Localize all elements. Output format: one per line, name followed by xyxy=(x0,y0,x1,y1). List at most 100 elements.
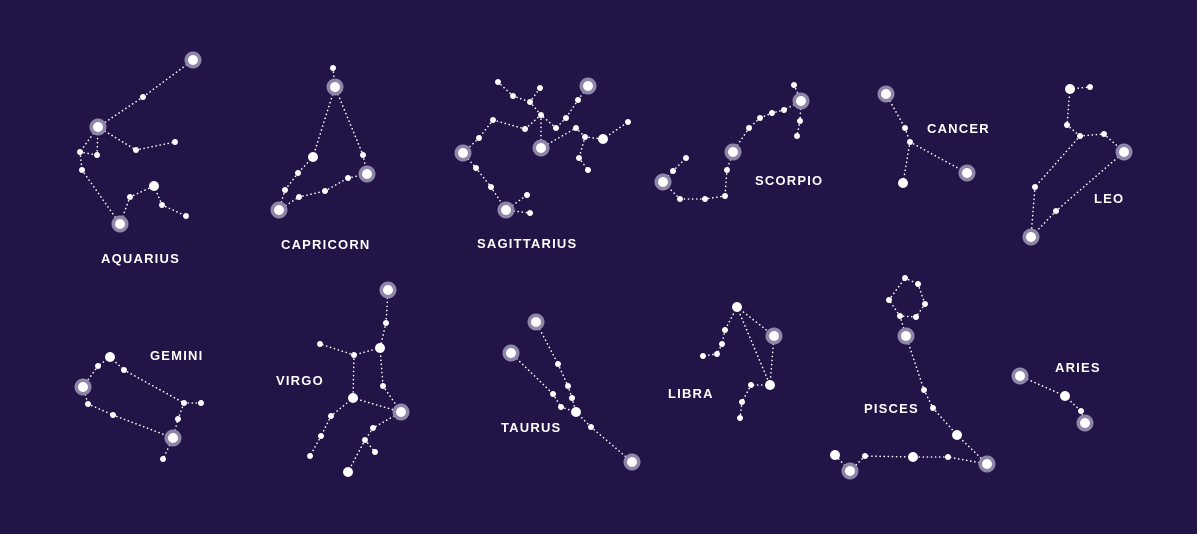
star xyxy=(565,383,571,389)
star xyxy=(308,152,318,162)
star xyxy=(625,119,631,125)
star xyxy=(318,433,324,439)
star xyxy=(510,93,516,99)
constellation-line xyxy=(736,306,775,337)
star xyxy=(348,393,358,403)
constellation-gemini xyxy=(74,352,204,462)
label-taurus: TAURUS xyxy=(501,420,562,435)
star xyxy=(908,452,918,462)
star xyxy=(538,112,544,118)
constellation-libra xyxy=(700,302,783,421)
constellation-line xyxy=(602,121,629,140)
star xyxy=(380,383,386,389)
constellation-line xyxy=(82,365,99,388)
constellation-line xyxy=(123,369,185,404)
star xyxy=(490,117,496,123)
star xyxy=(79,167,85,173)
constellation-line xyxy=(905,335,925,391)
constellation-line xyxy=(704,195,726,200)
star xyxy=(1101,131,1107,137)
star xyxy=(797,118,803,124)
star xyxy=(172,139,178,145)
bright-star xyxy=(728,147,738,157)
star xyxy=(714,351,720,357)
star xyxy=(110,412,116,418)
constellation-line xyxy=(82,386,89,405)
star xyxy=(769,110,775,116)
star xyxy=(77,149,83,155)
constellation-line xyxy=(540,114,557,129)
constellation-line xyxy=(726,151,734,171)
constellation-line xyxy=(334,86,364,156)
star xyxy=(922,301,928,307)
star xyxy=(488,184,494,190)
star xyxy=(588,424,594,430)
star xyxy=(149,181,159,191)
constellation-line xyxy=(888,299,901,317)
star xyxy=(907,139,913,145)
star xyxy=(94,152,100,158)
star xyxy=(765,380,775,390)
constellation-line xyxy=(1066,88,1071,126)
constellation-line xyxy=(81,169,121,225)
star xyxy=(945,454,951,460)
constellation-line xyxy=(932,407,958,436)
constellation-line xyxy=(379,322,387,349)
constellation-line xyxy=(512,95,531,103)
constellation-line xyxy=(129,185,155,198)
label-virgo: VIRGO xyxy=(276,373,324,388)
bright-star xyxy=(506,348,516,358)
star xyxy=(95,363,101,369)
constellation-line xyxy=(524,114,542,130)
star xyxy=(915,281,921,287)
constellation-line xyxy=(864,455,914,458)
label-libra: LIBRA xyxy=(668,386,714,401)
bright-star xyxy=(274,205,284,215)
constellation-line xyxy=(947,456,988,465)
label-scorpio: SCORPIO xyxy=(755,173,824,188)
constellation-line xyxy=(917,283,926,305)
star xyxy=(1087,84,1093,90)
star xyxy=(677,196,683,202)
constellation-line xyxy=(109,356,125,371)
constellation-leo xyxy=(1022,84,1133,246)
bright-star xyxy=(78,382,88,392)
star xyxy=(571,407,581,417)
bright-star xyxy=(501,205,511,215)
bright-star xyxy=(796,96,806,106)
bright-star xyxy=(188,55,198,65)
star xyxy=(732,302,742,312)
star xyxy=(159,202,165,208)
star xyxy=(670,168,676,174)
star xyxy=(317,341,323,347)
star xyxy=(175,416,181,422)
constellation-line xyxy=(312,86,336,158)
constellation-line xyxy=(540,127,577,149)
constellation-line xyxy=(347,439,366,473)
label-gemini: GEMINI xyxy=(150,348,204,363)
star xyxy=(781,107,787,113)
constellation-line xyxy=(284,172,299,191)
star xyxy=(328,413,334,419)
bright-star xyxy=(362,169,372,179)
star xyxy=(913,314,919,320)
star xyxy=(598,134,608,144)
constellation-line xyxy=(849,455,866,472)
star xyxy=(527,210,533,216)
constellation-line xyxy=(490,186,507,211)
star xyxy=(183,213,189,219)
constellation-line xyxy=(385,289,389,324)
star xyxy=(1065,84,1075,94)
constellation-line xyxy=(320,415,332,437)
star xyxy=(181,400,187,406)
bright-star xyxy=(901,331,911,341)
constellation-line xyxy=(319,343,355,356)
bright-star xyxy=(1080,418,1090,428)
star xyxy=(886,297,892,303)
bright-star xyxy=(115,219,125,229)
star xyxy=(160,456,166,462)
bright-star xyxy=(536,143,546,153)
star xyxy=(569,395,575,401)
constellation-line xyxy=(888,277,906,301)
bright-star xyxy=(458,148,468,158)
